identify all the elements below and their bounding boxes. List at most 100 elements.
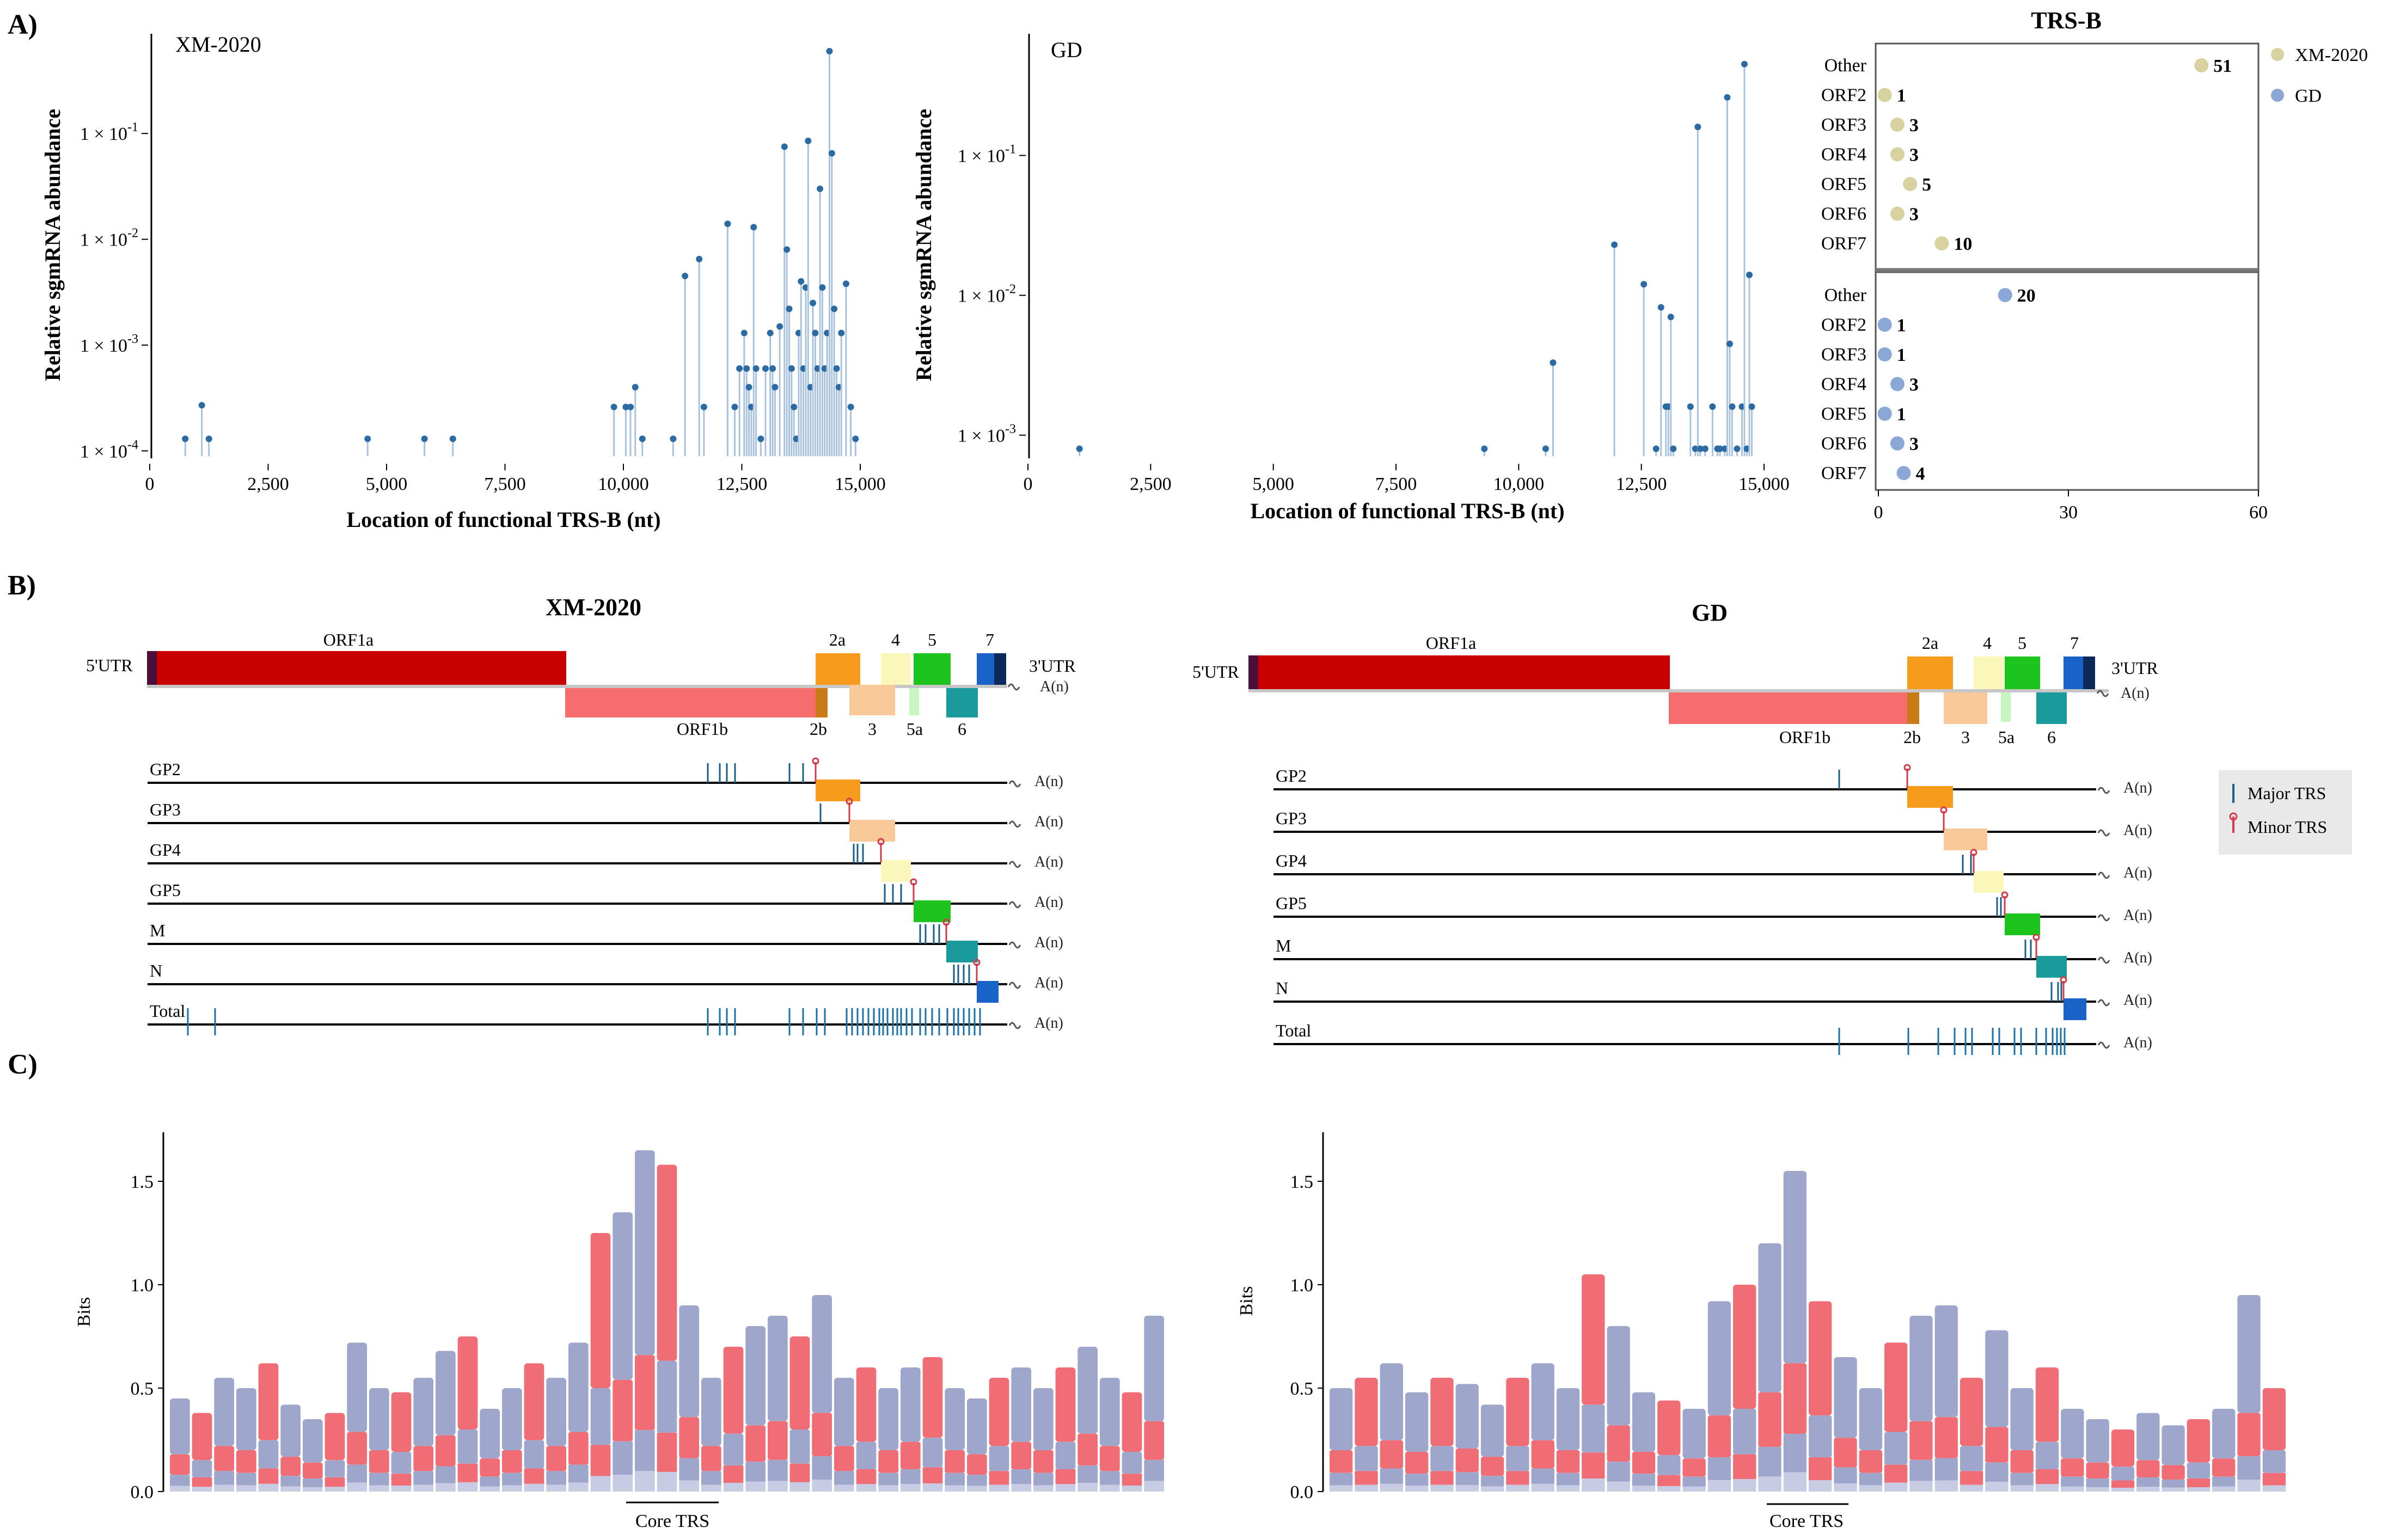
xm2020-y-ticks: 1 × 10-4 1 × 10-3 1 × 10-2 1 × 10-1 xyxy=(80,120,148,462)
gd-track-label-5: N xyxy=(1276,978,1288,998)
trs-cat-0-1: ORF2 xyxy=(1821,85,1866,106)
gd-title: GD xyxy=(1051,38,1082,62)
trs-cat-1-3: ORF4 xyxy=(1821,375,1866,395)
gd-gene-6: 6 xyxy=(2047,727,2056,747)
point-gd-26 xyxy=(1741,60,1748,68)
logo1-col-44 xyxy=(1144,1316,1164,1421)
logo2-y-tick-3: 1.5 xyxy=(1290,1172,1314,1192)
xm2020-stems xyxy=(182,47,859,456)
x-tick-xm-0: 0 xyxy=(145,474,155,494)
point-gd-7 xyxy=(1657,304,1664,311)
gd-gene-2a: 2a xyxy=(1922,633,1938,653)
y-tick-xm-1: 1 × 10-3 xyxy=(80,332,138,356)
point-xm-0 xyxy=(182,435,189,443)
xm2020-gene-3: 3 xyxy=(868,719,877,739)
point-gd-13 xyxy=(1692,445,1699,452)
gd-gene-5a: 5a xyxy=(1998,727,2015,747)
point-xm-32 xyxy=(786,305,793,312)
logo2-col-16 xyxy=(1733,1285,1756,1409)
logo2-col-25 xyxy=(1960,1378,1983,1446)
trs-x-tick-2: 60 xyxy=(2249,502,2268,523)
xm2020-orf1b xyxy=(565,688,816,717)
xm2020-track-gene-0 xyxy=(816,780,860,801)
genome-map-gd-title: GD xyxy=(1692,599,1728,626)
lollipop-chart-gd: GD 0 2,500 5,000 7,500 10,000 12,500 15,000 1 … xyxy=(911,34,1790,523)
trs-val-1-1: 1 xyxy=(1897,316,1906,336)
logo2-col-2 xyxy=(1380,1363,1403,1440)
trs-cat-0-5: ORF6 xyxy=(1821,204,1866,224)
x-tick-gd-6: 15,000 xyxy=(1738,474,1790,494)
point-gd-2 xyxy=(1542,445,1549,452)
point-xm-51 xyxy=(831,305,838,312)
trs-cat-1-1: ORF2 xyxy=(1821,315,1866,335)
point-gd-3 xyxy=(1550,359,1557,366)
trs-dot-0-1 xyxy=(1877,88,1892,102)
logo2-y-label: Bits xyxy=(1236,1286,1257,1316)
trs-val-0-2: 3 xyxy=(1909,115,1919,136)
logo1-col-11 xyxy=(413,1378,433,1446)
logo1-col-19 xyxy=(590,1233,611,1388)
point-gd-24 xyxy=(1734,445,1741,452)
y-tick-xm-0: 1 × 10-4 xyxy=(80,438,138,462)
gd-track-polya-4: A(n) xyxy=(2123,949,2152,966)
logo1-col-42 xyxy=(1100,1378,1120,1446)
trs-dot-1-4 xyxy=(1877,407,1892,421)
trs-dot-0-6 xyxy=(1934,236,1949,250)
logo1-col-30 xyxy=(834,1378,854,1446)
trs-cat-1-4: ORF5 xyxy=(1821,404,1866,424)
gd-track-polya-5: A(n) xyxy=(2123,992,2152,1009)
point-xm-5 xyxy=(449,435,456,443)
x-tick-gd-0: 0 xyxy=(1024,474,1033,494)
trs-cat-0-2: ORF3 xyxy=(1821,115,1866,135)
point-xm-12 xyxy=(682,272,689,279)
point-gd-6 xyxy=(1652,445,1660,452)
xm2020-track-polya-0: A(n) xyxy=(1034,773,1063,790)
xm2020-sgmrna-tracks: GP2 A(n) GP3 A(n) GP4 A(n) GP5 A(n) M A(n) N A(n) To… xyxy=(148,757,1063,1035)
trs-dot-0-0 xyxy=(2194,58,2209,72)
trs-cat-0-0: Other xyxy=(1824,56,1867,76)
logo2-col-20 xyxy=(1834,1357,1857,1438)
trs-dot-1-5 xyxy=(1890,436,1905,451)
trs-val-0-5: 3 xyxy=(1909,205,1919,225)
x-tick-xm-5: 12,500 xyxy=(717,474,768,494)
logo1-col-28 xyxy=(789,1336,810,1429)
trs-b-x-ticks: 0 30 60 xyxy=(1874,490,2268,523)
point-xm-10 xyxy=(639,435,646,443)
logo2-y-tick-1: 0.5 xyxy=(1290,1379,1314,1399)
gd-orf1b-label: ORF1b xyxy=(1779,727,1830,747)
logo1-col-1 xyxy=(192,1413,212,1461)
xm2020-x-ticks: 0 2,500 5,000 7,500 10,000 12,500 15,000 xyxy=(145,464,886,494)
gd-orf1b xyxy=(1669,692,1908,724)
gd-orf1a-label: ORF1a xyxy=(1426,633,1476,653)
xm2020-title: XM-2020 xyxy=(175,32,261,57)
trs-dot-1-0 xyxy=(1998,288,2012,302)
logo1-col-2 xyxy=(214,1378,234,1446)
gd-track-label-1: GP3 xyxy=(1276,808,1307,828)
xm2020-track-label-4: M xyxy=(150,921,165,940)
xm2020-gene-7: 7 xyxy=(985,630,994,649)
logo1-col-9 xyxy=(369,1388,389,1450)
genome-map-xm2020: XM-2020 5'UTR ORF1a ORF1b 3'UTR A(n) 2a … xyxy=(86,594,1076,1035)
logo1-col-24 xyxy=(701,1378,721,1446)
point-xm-11 xyxy=(670,435,677,443)
gd-track-label-0: GP2 xyxy=(1276,766,1307,786)
point-xm-13 xyxy=(696,255,703,262)
gd-track-gene-0 xyxy=(1907,786,1953,808)
point-xm-40 xyxy=(805,137,812,144)
y-tick-gd-1: 1 × 10-2 xyxy=(958,283,1016,306)
logo2-core-trs: Core TRS xyxy=(1770,1511,1844,1531)
trs-val-1-5: 3 xyxy=(1909,434,1919,455)
gd-track-gene-2 xyxy=(1974,871,2004,893)
xm2020-track-label-0: GP2 xyxy=(150,759,181,779)
x-tick-xm-4: 10,000 xyxy=(598,474,649,494)
point-xm-2 xyxy=(205,435,212,443)
point-xm-20 xyxy=(745,384,752,391)
point-gd-29 xyxy=(1748,403,1755,410)
xm2020-track-gene-1 xyxy=(849,820,895,842)
minor-trs-icon xyxy=(2229,812,2238,821)
trs-dot-1-2 xyxy=(1877,347,1892,361)
point-gd-15 xyxy=(1697,445,1704,452)
point-xm-31 xyxy=(783,246,791,253)
trs-dot-1-6 xyxy=(1896,466,1911,480)
gd-gene-2b: 2b xyxy=(1903,727,1921,747)
